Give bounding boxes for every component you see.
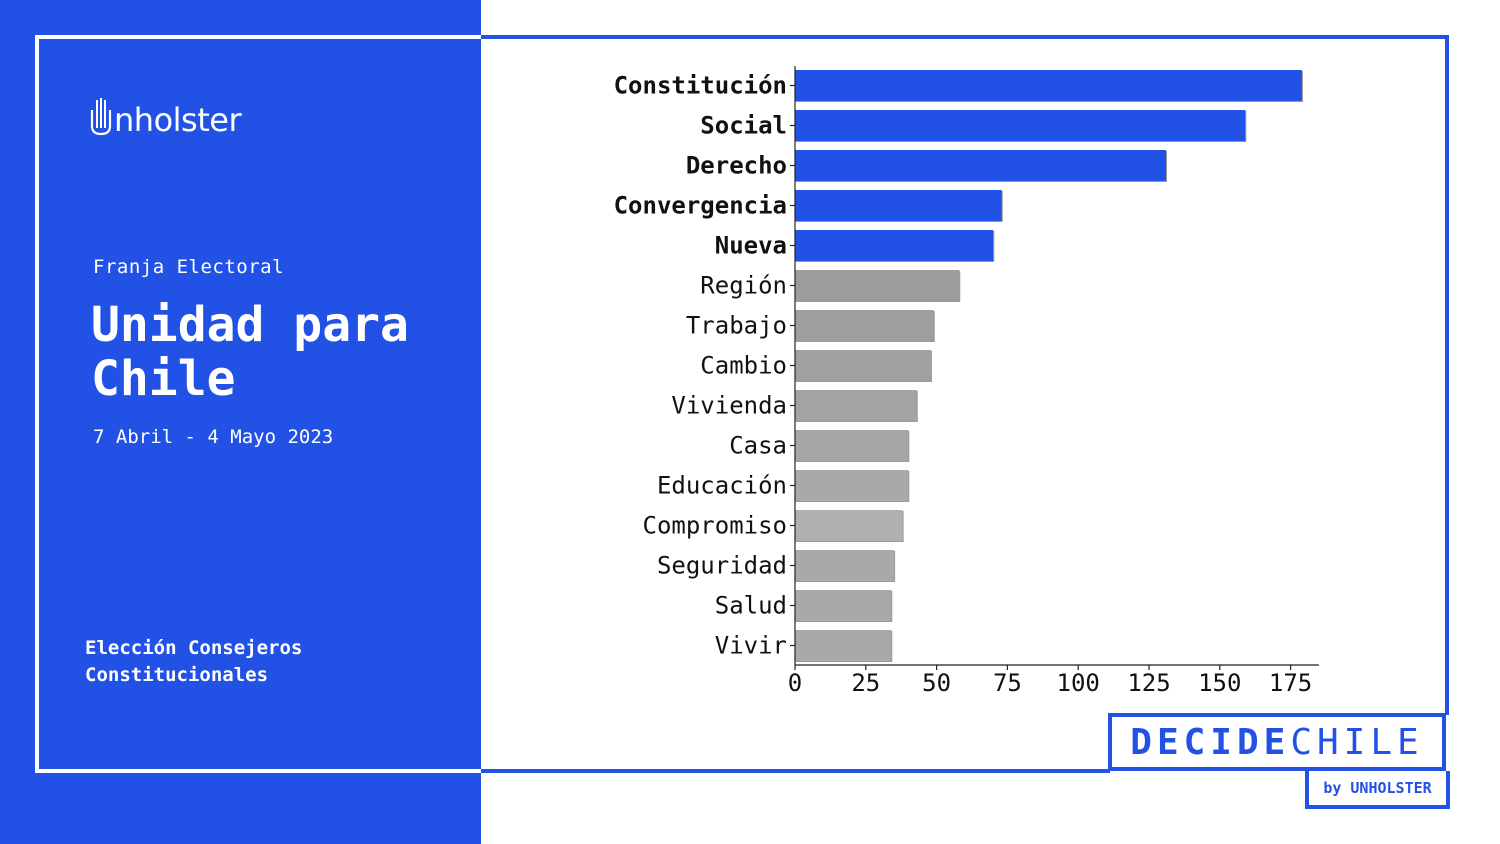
bar-educación: [795, 470, 909, 501]
x-tick-label: 75: [993, 669, 1022, 697]
brand-bold: DECIDE: [1130, 721, 1291, 763]
category-label: Educación: [657, 472, 787, 500]
byline: by UNHOLSTER: [1305, 771, 1450, 809]
x-tick-label: 100: [1057, 669, 1100, 697]
category-label: Cambio: [700, 352, 787, 380]
bar-salud: [795, 590, 892, 621]
brand-thin: CHILE: [1290, 721, 1424, 763]
category-label: Convergencia: [614, 192, 787, 220]
category-label: Seguridad: [657, 552, 787, 580]
election-label: Elección Consejeros Constitucionales: [85, 635, 415, 689]
subtitle: Franja Electoral: [93, 256, 285, 278]
frame-line: [1445, 35, 1449, 715]
category-label: Trabajo: [686, 312, 787, 340]
bar-vivienda: [795, 390, 917, 421]
x-tick-label: 125: [1127, 669, 1170, 697]
category-label: Vivienda: [671, 392, 787, 420]
bar-convergencia: [795, 190, 1002, 221]
bar-vivir: [795, 630, 892, 661]
category-label: Derecho: [686, 152, 787, 180]
x-tick-label: 150: [1198, 669, 1241, 697]
left-panel: [0, 0, 481, 844]
category-labels: Constitución Social Derecho Convergencia Nue…: [614, 72, 787, 660]
frame-line: [35, 35, 481, 39]
x-tick-label: 50: [922, 669, 951, 697]
category-label: Región: [700, 272, 787, 300]
bars-group: [795, 70, 1303, 662]
x-tick-label: 0: [788, 669, 802, 697]
frame-line: [481, 35, 1449, 39]
bar-constitución: [795, 70, 1302, 101]
category-label: Vivir: [715, 632, 787, 660]
x-tick-label: 175: [1269, 669, 1312, 697]
bar-chart: Constitución Social Derecho Convergencia Nue…: [614, 66, 1319, 697]
frame-line: [35, 769, 481, 773]
bar-derecho: [795, 150, 1166, 181]
frame-line: [481, 769, 1110, 773]
election-label-line2: Constitucionales: [85, 664, 269, 686]
bar-trabajo: [795, 310, 934, 341]
x-tick-label: 25: [851, 669, 880, 697]
unholster-logo: nholster: [90, 96, 242, 139]
unholster-u-icon: [90, 98, 112, 136]
bar-social: [795, 110, 1246, 141]
bar-casa: [795, 430, 909, 461]
category-label: Salud: [715, 592, 787, 620]
category-label: Social: [700, 112, 787, 140]
page-title: Unidad para Chile: [91, 297, 409, 407]
bar-región: [795, 270, 960, 301]
category-label: Nueva: [715, 232, 787, 260]
category-label: Compromiso: [643, 512, 788, 540]
logo-text: nholster: [114, 101, 242, 139]
date-range: 7 Abril - 4 Mayo 2023: [93, 426, 334, 448]
bar-nueva: [795, 230, 994, 261]
election-label-line1: Elección Consejeros: [85, 637, 303, 659]
decidechile-brand: DECIDE CHILE: [1108, 713, 1446, 771]
category-label: Casa: [729, 432, 787, 460]
x-axis: 0 25 50 75 100 125 150 175: [788, 66, 1319, 697]
frame-line: [35, 35, 39, 773]
bar-cambio: [795, 350, 931, 381]
bar-compromiso: [795, 510, 903, 541]
bar-seguridad: [795, 550, 895, 581]
category-label: Constitución: [614, 72, 787, 100]
